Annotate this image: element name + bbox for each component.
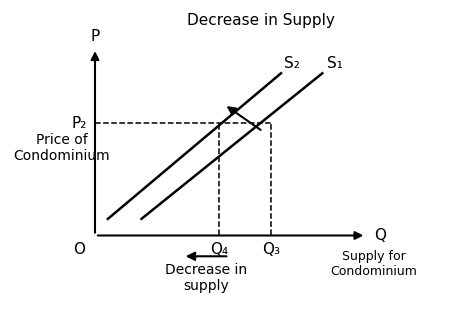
- Text: Price of
Condominium: Price of Condominium: [13, 133, 110, 163]
- Text: S₂: S₂: [284, 56, 299, 71]
- Text: Decrease in Supply: Decrease in Supply: [187, 13, 335, 27]
- Text: Q₃: Q₃: [261, 242, 279, 257]
- Text: O: O: [72, 242, 85, 257]
- Text: P₂: P₂: [72, 116, 87, 131]
- Text: Q: Q: [374, 228, 386, 243]
- Text: Supply for
Condominium: Supply for Condominium: [331, 250, 418, 278]
- Text: S₁: S₁: [328, 56, 343, 71]
- Text: Decrease in
supply: Decrease in supply: [165, 263, 247, 293]
- Text: P: P: [90, 29, 99, 44]
- Text: Q₄: Q₄: [210, 242, 228, 257]
